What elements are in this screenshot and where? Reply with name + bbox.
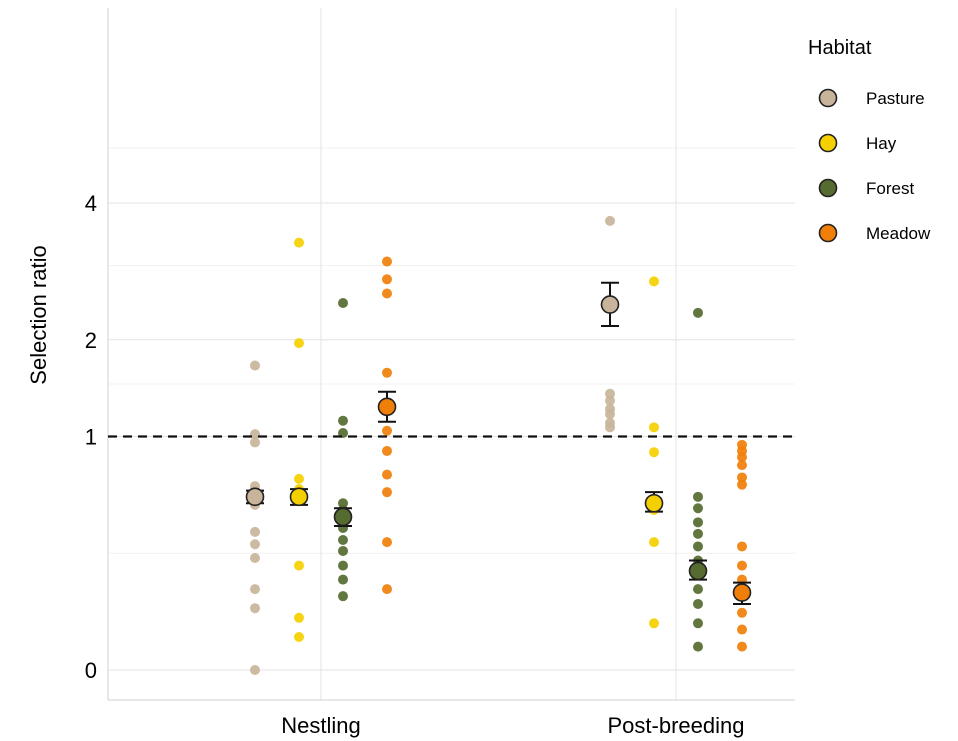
data-point-forest xyxy=(693,641,703,652)
data-point-pasture xyxy=(250,539,260,550)
data-point-forest xyxy=(693,541,703,552)
legend-marker-pasture xyxy=(818,88,838,108)
data-point-pasture xyxy=(605,388,615,399)
data-point-hay xyxy=(649,537,659,548)
data-point-meadow xyxy=(737,607,747,618)
data-point-forest xyxy=(693,491,703,502)
data-point-meadow xyxy=(382,367,392,378)
data-point-hay xyxy=(294,473,304,484)
legend-marker-meadow xyxy=(818,223,838,243)
data-point-forest xyxy=(693,307,703,318)
data-point-meadow xyxy=(737,479,747,490)
data-point-pasture xyxy=(250,360,260,371)
data-point-pasture xyxy=(605,395,615,406)
mean-marker-forest xyxy=(688,561,708,581)
data-point-meadow xyxy=(382,487,392,498)
data-point-meadow xyxy=(382,537,392,548)
mean-marker-hay xyxy=(289,487,309,507)
mean-markers xyxy=(245,281,752,605)
axes: 0 1 2 4 Nestling Post-breeding xyxy=(85,8,795,738)
data-point-meadow xyxy=(737,452,747,463)
data-point-hay xyxy=(294,631,304,642)
data-point-pasture xyxy=(250,526,260,537)
legend-label-meadow: Meadow xyxy=(866,224,931,243)
data-point-hay xyxy=(294,612,304,623)
data-point-meadow xyxy=(382,584,392,595)
data-point-forest xyxy=(693,528,703,539)
y-axis-label: Selection ratio xyxy=(26,245,51,384)
data-point-pasture xyxy=(250,584,260,595)
data-point-forest xyxy=(693,503,703,514)
data-point-pasture xyxy=(250,553,260,564)
legend-marker-hay xyxy=(818,133,838,153)
data-point-forest xyxy=(338,591,348,602)
mean-marker-hay xyxy=(644,493,664,513)
data-point-pasture xyxy=(605,422,615,433)
mean-marker-meadow xyxy=(377,397,397,417)
data-point-forest xyxy=(693,517,703,528)
data-point-hay xyxy=(294,338,304,349)
data-point-hay xyxy=(649,422,659,433)
mean-marker-forest xyxy=(333,507,353,527)
data-point-meadow xyxy=(382,445,392,456)
data-point-forest xyxy=(693,584,703,595)
data-point-meadow xyxy=(737,541,747,552)
mean-marker-meadow xyxy=(732,583,752,602)
legend-title: Habitat xyxy=(808,37,872,59)
y-tick-label: 2 xyxy=(85,328,97,353)
data-point-pasture xyxy=(250,437,260,448)
data-point-forest xyxy=(338,574,348,585)
data-point-meadow xyxy=(737,560,747,571)
data-point-meadow xyxy=(737,641,747,652)
data-point-hay xyxy=(649,276,659,287)
data-point-meadow xyxy=(737,472,747,483)
data-point-forest xyxy=(338,534,348,545)
data-point-pasture xyxy=(605,409,615,420)
mean-marker-pasture xyxy=(600,295,620,314)
data-point-meadow xyxy=(382,288,392,299)
data-point-forest xyxy=(693,598,703,609)
data-point-pasture xyxy=(250,665,260,675)
data-point-forest xyxy=(338,298,348,309)
data-point-pasture xyxy=(250,603,260,614)
x-tick-label: Post-breeding xyxy=(608,713,745,738)
legend-label-hay: Hay xyxy=(866,134,897,153)
data-point-pasture xyxy=(605,215,615,226)
data-point-hay xyxy=(649,618,659,629)
data-point-meadow xyxy=(737,624,747,635)
x-tick-label: Nestling xyxy=(281,713,360,738)
legend-marker-forest xyxy=(818,178,838,198)
data-points xyxy=(250,215,747,675)
data-point-meadow xyxy=(382,425,392,436)
y-tick-label: 4 xyxy=(85,191,97,216)
legend-label-forest: Forest xyxy=(866,179,914,198)
legend-label-pasture: Pasture xyxy=(866,89,925,108)
data-point-hay xyxy=(294,560,304,571)
data-point-hay xyxy=(294,237,304,248)
data-point-forest xyxy=(338,415,348,426)
data-point-hay xyxy=(649,447,659,458)
plot-panel xyxy=(108,8,795,700)
legend: Habitat Pasture Hay Forest Meadow xyxy=(808,37,931,243)
data-point-meadow xyxy=(382,256,392,267)
data-point-forest xyxy=(338,545,348,556)
data-point-forest xyxy=(338,560,348,571)
data-point-meadow xyxy=(382,469,392,480)
y-tick-label: 1 xyxy=(85,425,97,450)
data-point-meadow xyxy=(382,274,392,285)
mean-marker-pasture xyxy=(245,487,265,507)
data-point-meadow xyxy=(737,460,747,471)
data-point-pasture xyxy=(250,429,260,440)
data-point-forest xyxy=(693,618,703,629)
y-tick-label: 0 xyxy=(85,658,97,683)
